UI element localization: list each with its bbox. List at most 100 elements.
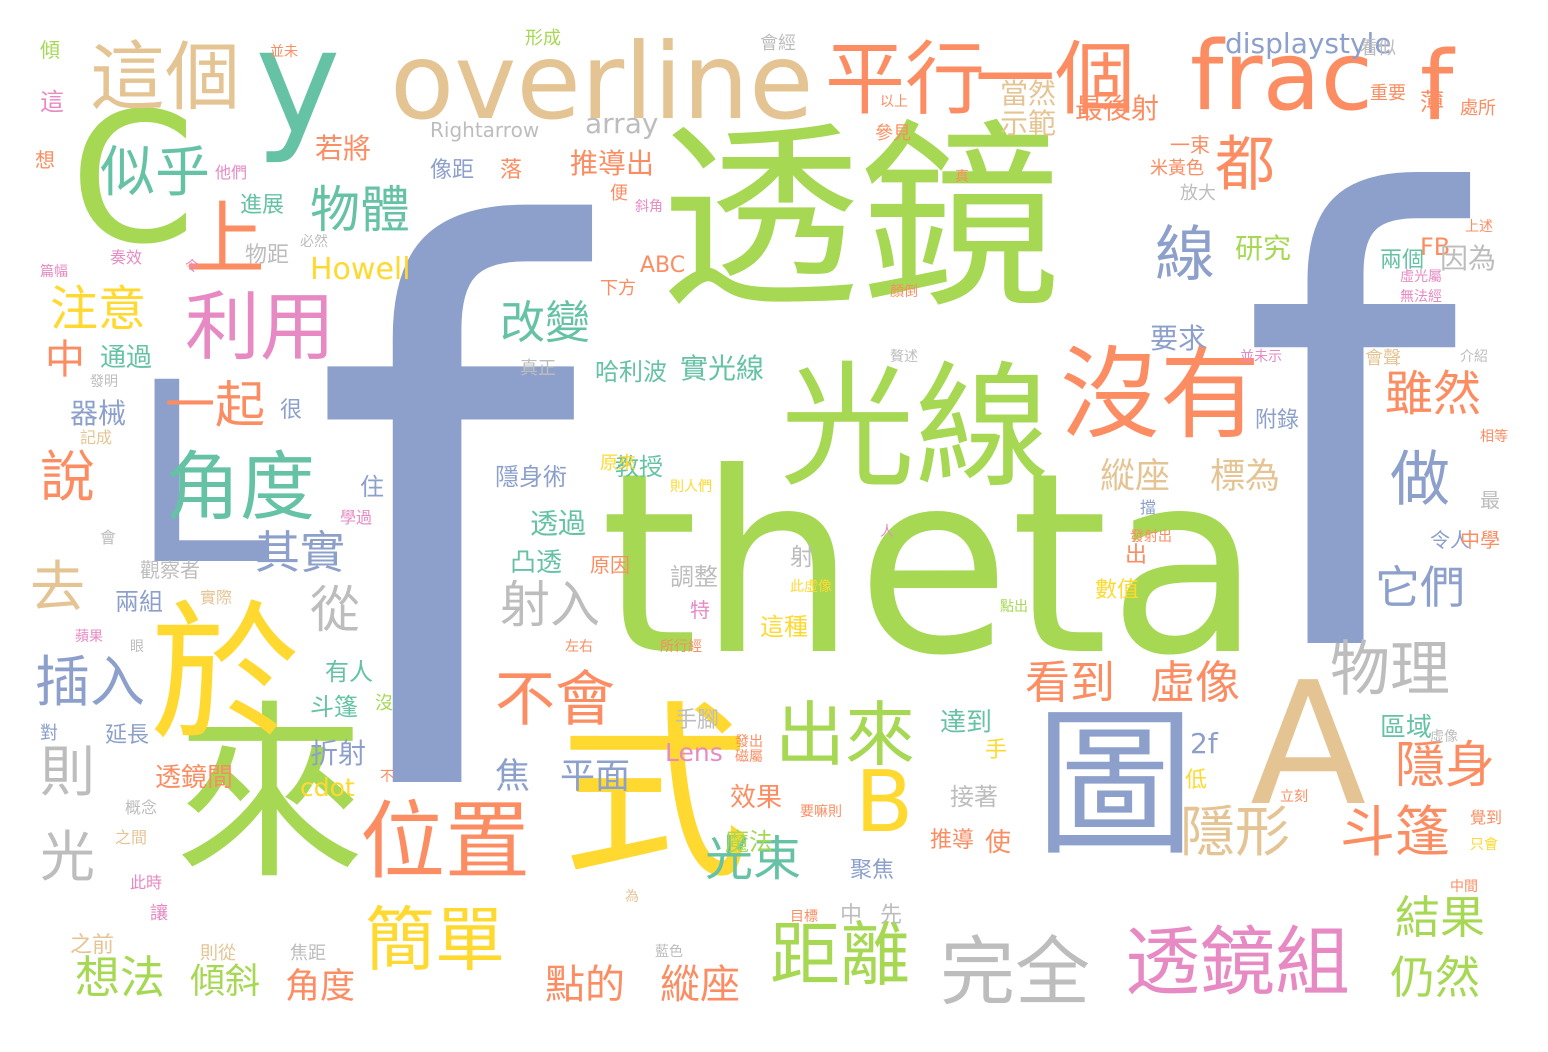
- word-51: 它們: [1375, 561, 1466, 614]
- word-197: 為: [625, 889, 639, 905]
- word-119: 中: [840, 903, 863, 928]
- word-158: 薄: [1420, 88, 1444, 116]
- word-44: 光: [40, 825, 96, 889]
- word-182: 擋: [1140, 498, 1157, 517]
- word-22: 位置: [360, 793, 531, 892]
- word-67: 中: [45, 337, 85, 383]
- word-126: 概念: [125, 798, 158, 817]
- word-128: 對: [40, 723, 58, 744]
- word-132: 觀察者: [140, 558, 200, 582]
- word-139: 很: [280, 398, 303, 423]
- word-118: 聚焦: [850, 858, 895, 883]
- word-135: 眼: [130, 639, 144, 655]
- word-99: 這種: [760, 613, 808, 641]
- word-49: 從: [310, 581, 360, 639]
- word-80: 若將: [315, 132, 372, 165]
- word-181: 人: [880, 524, 894, 540]
- word-172: 下方: [600, 278, 636, 299]
- word-194: 只會: [1470, 837, 1498, 853]
- word-15: frac: [1190, 22, 1373, 132]
- word-173: 真正: [520, 358, 556, 379]
- word-193: 覺到: [1470, 808, 1503, 827]
- word-45: 插入: [35, 650, 146, 714]
- word-188: 左右: [565, 639, 593, 655]
- word-65: 仍然: [1390, 951, 1481, 1004]
- word-154: 形成: [525, 28, 561, 49]
- word-184: 此虛像: [790, 579, 832, 595]
- word-75: FB: [1420, 233, 1451, 261]
- word-7: 光線: [780, 349, 1050, 506]
- word-25: 距離: [770, 914, 910, 996]
- word-147: 篇幅: [40, 264, 68, 280]
- word-144: 令: [185, 259, 199, 275]
- word-187: 所行經: [660, 639, 702, 655]
- word-115: 最: [1480, 488, 1500, 512]
- word-82: 像距: [430, 158, 475, 183]
- word-199: 不: [380, 769, 394, 785]
- word-125: 此時: [130, 873, 163, 892]
- word-200: 虛像: [1430, 729, 1458, 745]
- word-121: 焦距: [290, 943, 326, 964]
- word-32: 不會: [495, 665, 615, 735]
- word-69: Rightarrow: [430, 118, 540, 142]
- word-165: 放大: [1180, 183, 1216, 204]
- word-136: 會: [100, 528, 117, 547]
- word-152: 傾: [40, 38, 60, 62]
- word-174: 贅述: [890, 349, 918, 365]
- word-160: 上述: [1465, 219, 1493, 235]
- word-60: 傾斜: [190, 962, 261, 1002]
- word-163: 一束: [1170, 133, 1210, 157]
- word-53: 做: [1390, 445, 1450, 515]
- word-110: 達到: [940, 708, 993, 738]
- word-31: 斗篷: [1340, 800, 1451, 864]
- word-78: 示範: [1000, 107, 1057, 140]
- word-33: 看到: [1025, 656, 1116, 709]
- word-93: 凸透: [510, 548, 563, 578]
- word-146: 奏效: [110, 248, 143, 267]
- word-170: 虛光屬: [1400, 269, 1442, 285]
- word-16: f: [1420, 32, 1454, 142]
- word-83: 落: [500, 158, 523, 183]
- word-169: 顏倒: [890, 284, 918, 300]
- word-72: Lens: [665, 738, 723, 767]
- word-156: 看似: [1360, 38, 1396, 59]
- word-38: 物體: [310, 181, 410, 239]
- word-46: 一起: [165, 376, 265, 434]
- word-117: 中學: [1460, 528, 1500, 552]
- word-43: 則: [40, 740, 96, 804]
- word-180: 原來: [600, 453, 636, 474]
- word-20: 利用: [185, 283, 336, 371]
- word-105: 魔法: [725, 828, 773, 856]
- word-124: 讓: [150, 903, 168, 924]
- word-129: 延長: [105, 723, 150, 748]
- word-151: 這: [40, 88, 64, 116]
- word-29: 出來: [775, 694, 915, 776]
- word-112: 低: [1185, 768, 1208, 793]
- word-48: 其實: [255, 526, 346, 579]
- word-23: 簡單: [365, 899, 505, 981]
- word-88: 哈利波: [595, 358, 667, 386]
- word-37: 線: [1155, 220, 1215, 290]
- word-153: 並未: [270, 44, 298, 60]
- word-17: 平行: [825, 33, 985, 126]
- word-97: 出: [1125, 543, 1148, 568]
- word-138: 學過: [340, 508, 373, 527]
- word-142: 發明: [90, 374, 118, 390]
- word-40: 注意: [50, 281, 147, 337]
- word-84: 研究: [1235, 232, 1292, 265]
- word-30: 隱形: [1180, 800, 1291, 864]
- word-157: 重要: [1370, 83, 1406, 104]
- word-59: 想法: [75, 951, 166, 1004]
- word-186: 特: [690, 598, 710, 622]
- word-36: 都: [1215, 130, 1275, 200]
- word-123: 則從: [200, 943, 236, 964]
- word-189: 發出: [735, 734, 763, 750]
- word-95: 調整: [670, 563, 718, 591]
- word-63: 縱座: [660, 962, 740, 1008]
- word-5: 來: [175, 684, 366, 905]
- word-64: 結果: [1395, 891, 1486, 944]
- word-86: 兩個: [1380, 248, 1425, 273]
- word-101: 斗篷: [310, 693, 358, 721]
- word-14: overline: [390, 21, 814, 143]
